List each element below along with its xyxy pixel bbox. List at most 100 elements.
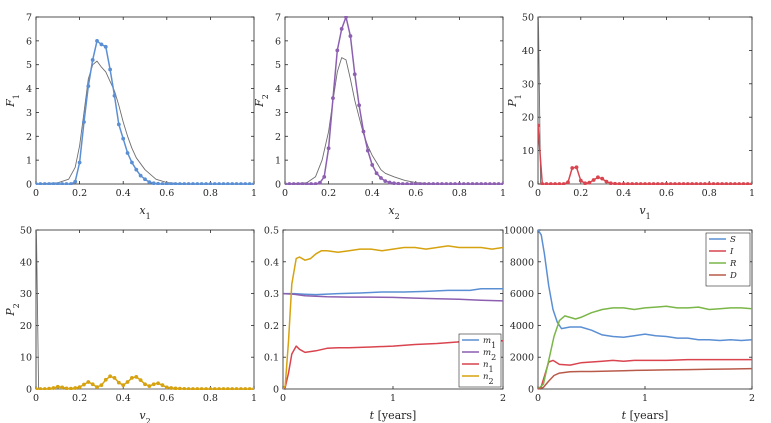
y-tick-label: 10 <box>522 146 534 157</box>
data-point <box>544 182 549 185</box>
y-tick-label: 30 <box>522 79 534 90</box>
data-point <box>591 178 596 182</box>
data-point <box>422 182 427 185</box>
data-point <box>230 182 235 185</box>
data-point <box>47 386 51 390</box>
x-axis-label: x2 <box>388 204 399 221</box>
data-point <box>90 58 95 62</box>
series-line-n2 <box>283 245 503 390</box>
data-point <box>587 180 592 185</box>
x-tick-label: 0.6 <box>159 188 174 199</box>
series-line-reference <box>36 229 254 390</box>
data-point <box>160 383 165 388</box>
data-point <box>741 182 746 185</box>
data-point <box>724 182 729 185</box>
data-point <box>138 378 143 382</box>
data-point <box>317 180 322 185</box>
y-tick-label: 0 <box>528 385 534 396</box>
data-point <box>182 386 187 390</box>
x-tick-label: 0.8 <box>203 188 218 199</box>
data-point <box>143 382 147 387</box>
data-point <box>339 27 344 31</box>
data-point <box>95 385 99 389</box>
data-point <box>164 385 169 390</box>
data-point <box>177 182 182 185</box>
plot-area <box>538 229 752 390</box>
data-point <box>125 151 130 155</box>
x-tick-label: 0 <box>280 393 286 404</box>
y-tick-label: 0 <box>275 180 281 191</box>
x-tick-label: 1 <box>749 188 755 199</box>
y-tick-label: 2 <box>26 132 32 143</box>
y-tick-label: 3 <box>275 108 281 119</box>
data-point <box>643 182 647 185</box>
series-line-reference <box>285 57 503 185</box>
plot-area <box>283 245 503 390</box>
y-tick-label: 0 <box>26 180 32 191</box>
y-axis-label: P1 <box>506 94 523 108</box>
plot-area <box>285 16 503 185</box>
data-point <box>36 182 38 185</box>
y-axis-label: P2 <box>4 303 21 317</box>
data-point <box>548 182 553 185</box>
data-point <box>732 182 737 185</box>
data-point <box>400 182 405 185</box>
legend-box <box>705 232 751 287</box>
data-point <box>538 123 540 128</box>
data-point <box>440 182 444 185</box>
data-point <box>357 103 362 108</box>
data-point <box>291 182 296 185</box>
x-tick-label: 0 <box>282 188 288 199</box>
x-tick-label: 0.4 <box>365 188 380 199</box>
data-point <box>112 375 117 380</box>
data-point <box>296 182 300 185</box>
x-tick-label: 1 <box>642 393 648 404</box>
data-point <box>335 48 340 53</box>
data-point <box>208 182 213 185</box>
data-point <box>698 182 703 185</box>
data-point <box>613 181 617 185</box>
data-point <box>681 182 686 185</box>
data-point <box>82 120 86 124</box>
x-tick-label: 0.2 <box>72 393 87 404</box>
data-point <box>55 182 60 185</box>
data-point <box>309 182 314 185</box>
data-point <box>169 386 174 390</box>
data-point <box>134 167 139 172</box>
legend-label: n1 <box>483 360 494 374</box>
data-point <box>418 182 423 185</box>
data-point <box>116 380 121 385</box>
data-point <box>630 182 635 185</box>
data-point <box>38 387 43 390</box>
data-point <box>243 387 248 390</box>
y-tick-label: 0 <box>273 385 279 396</box>
data-point <box>596 175 600 180</box>
data-point <box>750 182 752 185</box>
x-tick-label: 0 <box>535 188 541 199</box>
data-point <box>413 182 418 185</box>
data-point <box>479 182 484 185</box>
data-point <box>173 386 178 390</box>
data-point <box>685 182 690 185</box>
data-point <box>195 387 200 390</box>
y-tick-label: 6000 <box>510 289 534 300</box>
data-point <box>86 380 91 384</box>
x-tick-label: 1 <box>390 393 396 404</box>
y-tick-label: 6 <box>26 36 32 47</box>
data-point <box>379 176 383 180</box>
y-tick-label: 0 <box>26 385 32 396</box>
legend-label: D <box>729 271 737 281</box>
data-point <box>361 129 366 134</box>
data-point <box>208 387 213 390</box>
data-point <box>655 182 660 185</box>
y-tick-label: 20 <box>20 321 32 332</box>
y-tick-label: 30 <box>20 289 32 300</box>
x-tick-label: 0.6 <box>659 188 674 199</box>
data-point <box>409 182 414 185</box>
data-point <box>121 383 126 388</box>
